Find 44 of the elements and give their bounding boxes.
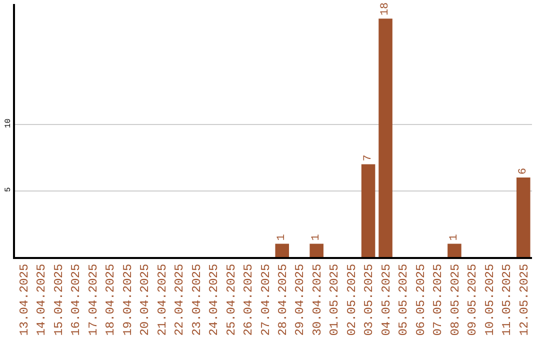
data-label: 1 (310, 234, 323, 241)
bar (275, 244, 290, 257)
x-tick-label: 26.04.2025 (242, 264, 256, 336)
x-tick-label: 16.04.2025 (69, 264, 84, 336)
x-tick-label: 27.04.2025 (258, 264, 273, 336)
bar (310, 244, 324, 257)
x-tick-label: 02.05.2025 (344, 264, 359, 336)
x-tick-label: 17.04.2025 (86, 264, 100, 336)
x-tick-label: 20.04.2025 (138, 264, 152, 336)
x-tick-label: 07.05.2025 (431, 264, 446, 336)
y-tick-label: 5 (4, 186, 13, 192)
data-label: 18 (380, 2, 392, 16)
x-tick-label: 11.05.2025 (500, 264, 514, 336)
x-tick-label: 10.05.2025 (482, 264, 497, 336)
x-tick-label: 08.05.2025 (448, 264, 462, 336)
x-tick-label: 15.04.2025 (52, 264, 66, 336)
x-tick-label: 28.04.2025 (276, 264, 290, 336)
x-tick-label: 25.04.2025 (224, 264, 238, 336)
x-tick-label: 23.04.2025 (190, 264, 204, 336)
data-label: 1 (276, 234, 288, 241)
x-tick-label: 22.04.2025 (172, 264, 187, 336)
x-tick-label: 21.04.2025 (155, 264, 170, 336)
x-tick-label: 18.04.2025 (104, 264, 118, 336)
x-tick-label: 29.04.2025 (293, 264, 308, 336)
x-tick-label: 19.04.2025 (120, 264, 135, 336)
bar (516, 178, 530, 257)
bar (361, 164, 376, 257)
data-label: 1 (448, 234, 460, 241)
x-tick-label: 12.05.2025 (517, 264, 532, 336)
x-tick-label: 30.04.2025 (310, 264, 324, 336)
bar (378, 18, 392, 257)
x-tick-label: 01.05.2025 (328, 264, 342, 336)
x-tick-label: 13.04.2025 (18, 264, 32, 336)
x-tick-label: 06.05.2025 (414, 264, 428, 336)
data-label: 7 (362, 154, 374, 162)
data-label: 6 (517, 168, 530, 175)
x-tick-label: 04.05.2025 (379, 264, 394, 336)
y-tick-label: 10 (4, 118, 13, 128)
bar (448, 244, 462, 257)
x-tick-label: 24.04.2025 (207, 264, 222, 336)
x-tick-label: 05.05.2025 (396, 264, 411, 336)
x-tick-label: 03.05.2025 (362, 264, 376, 336)
x-tick-label: 09.05.2025 (466, 264, 480, 336)
x-tick-label: 14.04.2025 (34, 264, 49, 336)
